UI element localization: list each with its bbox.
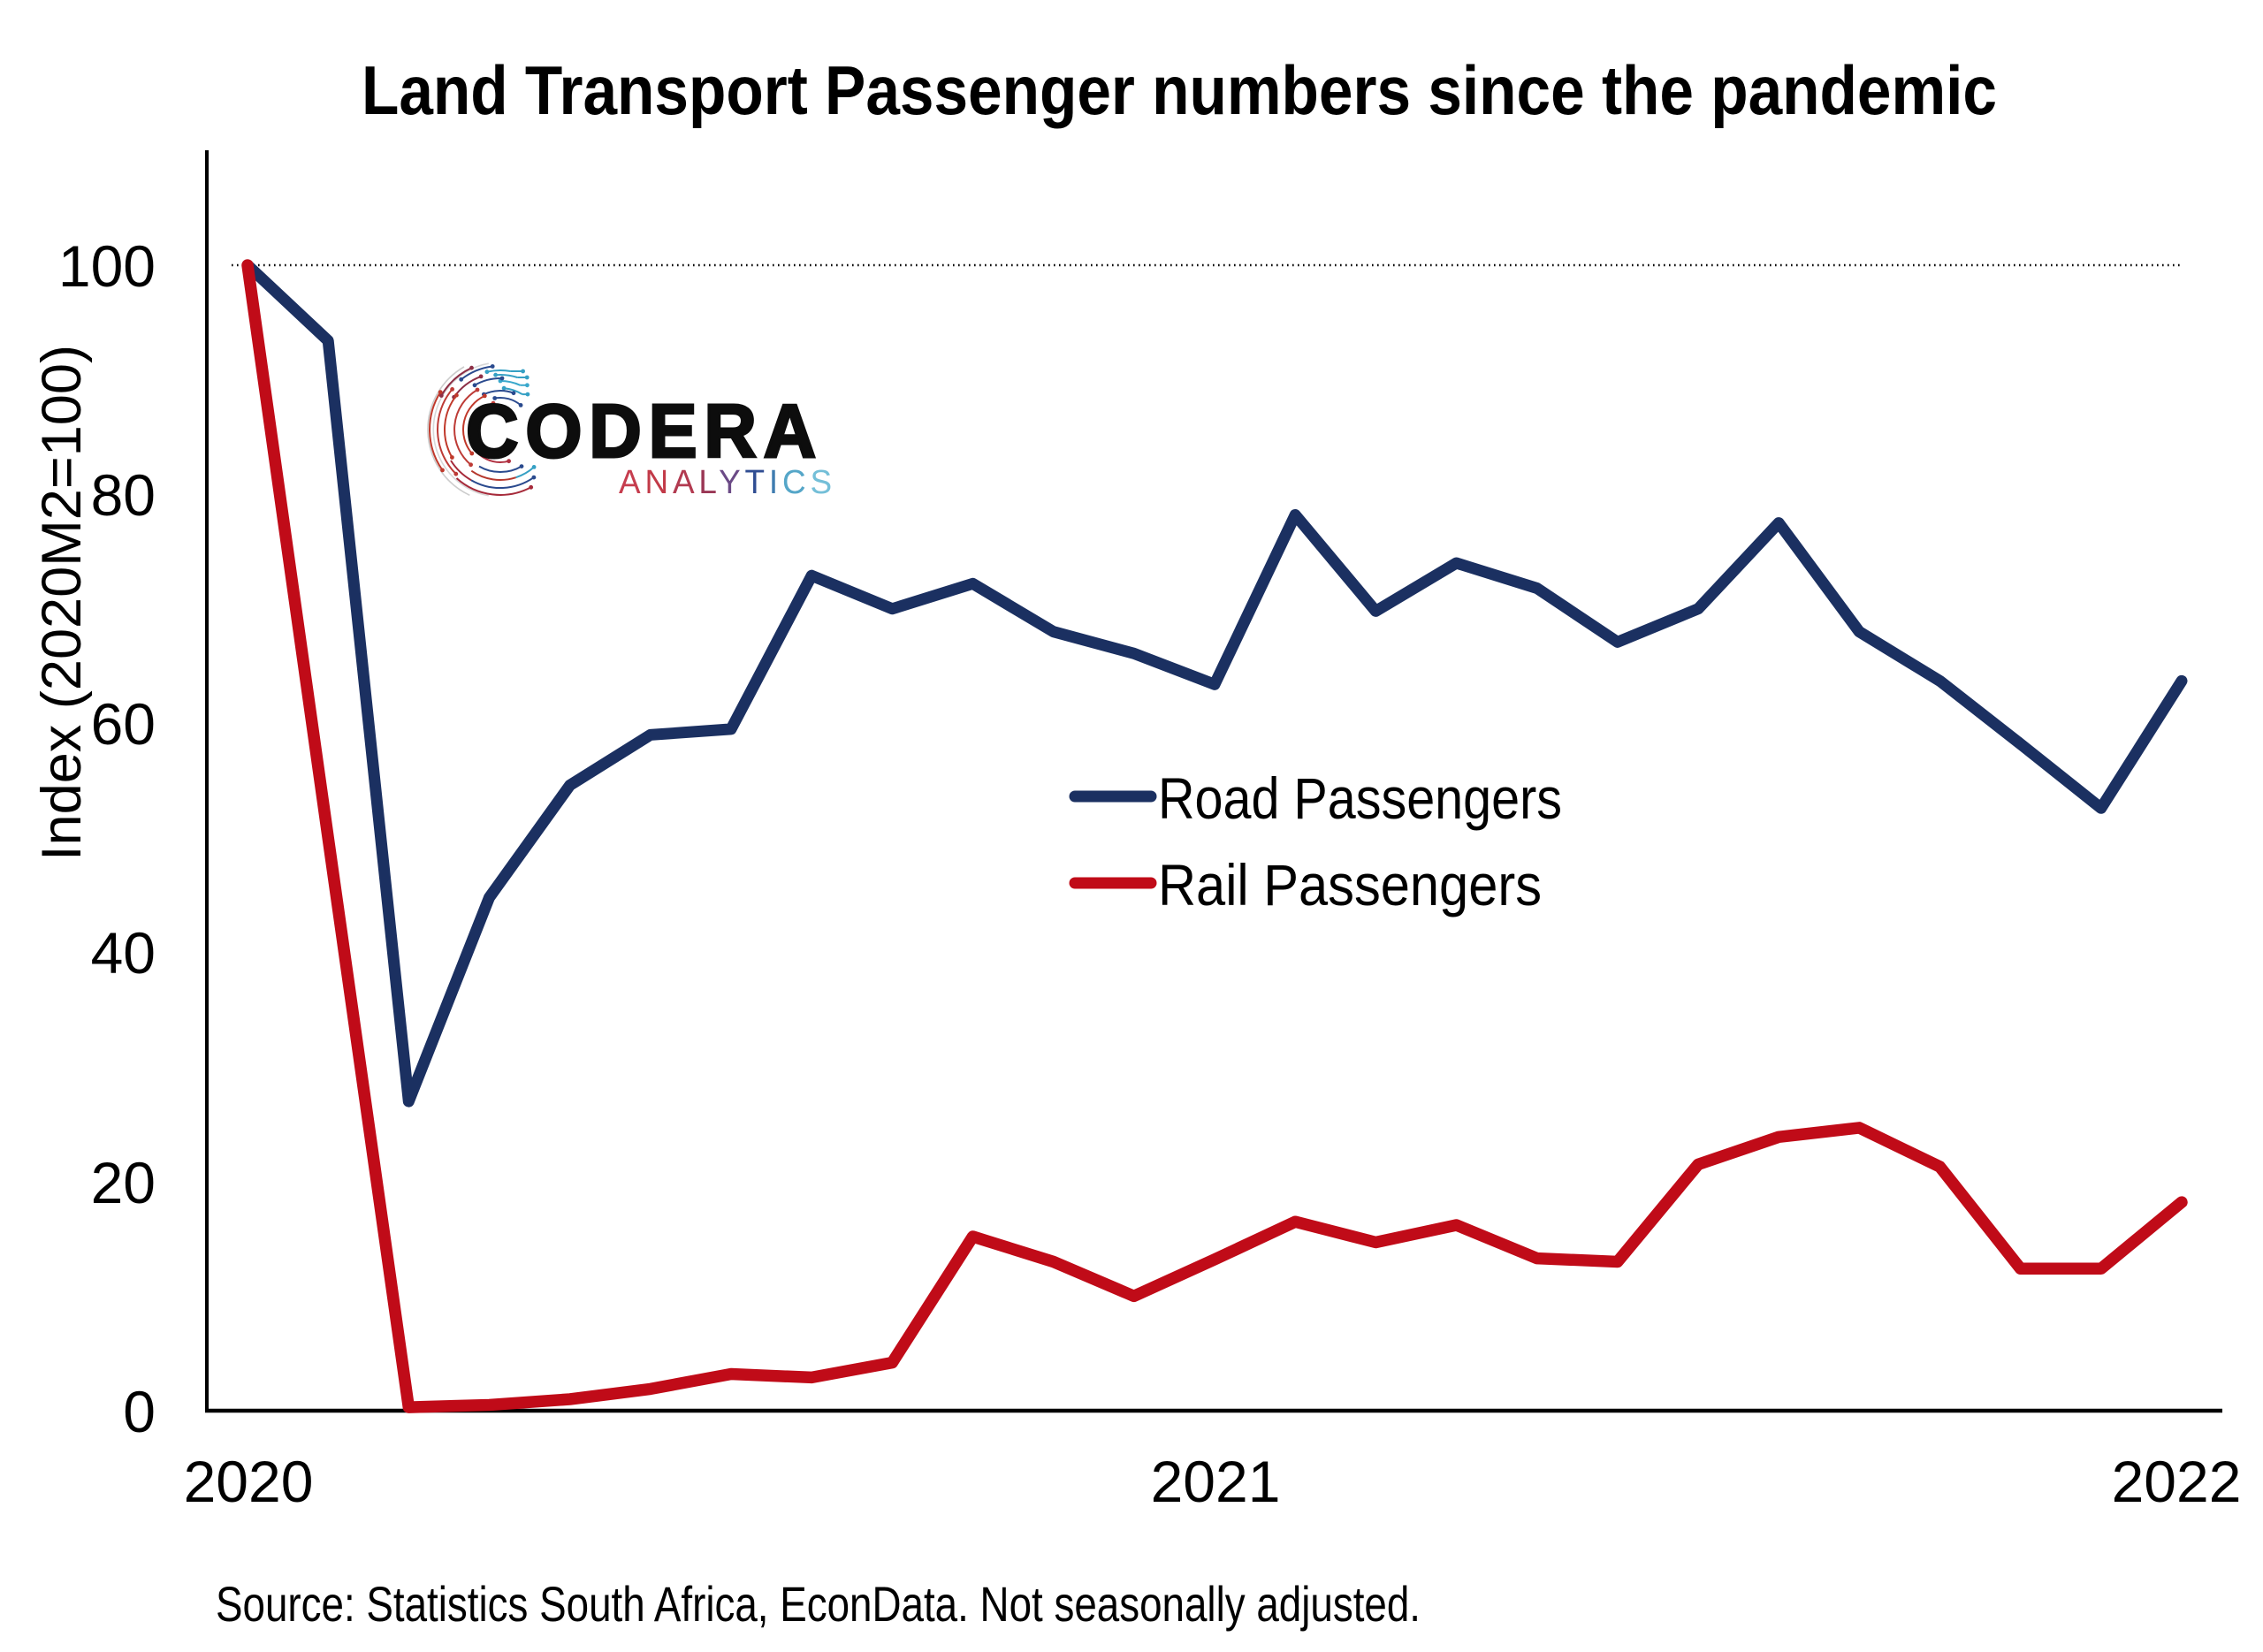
svg-text:2022: 2022 <box>2112 1449 2242 1514</box>
svg-text:Road Passengers: Road Passengers <box>1158 765 1562 831</box>
svg-text:Rail Passengers: Rail Passengers <box>1158 852 1542 917</box>
svg-text:2020: 2020 <box>184 1449 314 1514</box>
svg-text:Index (2020M2=100): Index (2020M2=100) <box>31 345 93 861</box>
svg-text:Source: Statistics South Afric: Source: Statistics South Africa, EconDat… <box>216 1576 1421 1632</box>
svg-text:20: 20 <box>91 1150 156 1215</box>
svg-text:100: 100 <box>58 233 156 299</box>
svg-text:CODERA: CODERA <box>466 390 823 474</box>
svg-text:60: 60 <box>91 691 156 757</box>
svg-text:40: 40 <box>91 920 156 986</box>
svg-text:Land Transport Passenger numbe: Land Transport Passenger numbers since t… <box>362 51 1997 129</box>
svg-text:2021: 2021 <box>1151 1449 1281 1514</box>
svg-text:80: 80 <box>91 462 156 528</box>
svg-text:ANALYTICS: ANALYTICS <box>619 464 836 501</box>
svg-text:0: 0 <box>123 1379 156 1444</box>
